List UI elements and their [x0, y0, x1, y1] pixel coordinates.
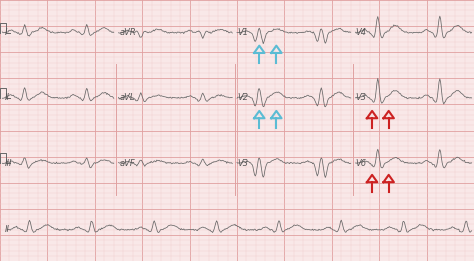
- Text: aVR: aVR: [119, 28, 136, 37]
- Text: I: I: [5, 28, 7, 37]
- Text: V6: V6: [356, 159, 366, 168]
- Text: V1: V1: [237, 28, 248, 37]
- Text: aVL: aVL: [119, 93, 135, 102]
- Text: II: II: [5, 225, 10, 234]
- Text: V4: V4: [356, 28, 366, 37]
- Text: III: III: [5, 159, 12, 168]
- Text: V3: V3: [237, 159, 248, 168]
- Text: V2: V2: [237, 93, 248, 102]
- Text: V3: V3: [356, 93, 366, 102]
- Text: II: II: [5, 93, 10, 102]
- Text: aVF: aVF: [119, 159, 135, 168]
